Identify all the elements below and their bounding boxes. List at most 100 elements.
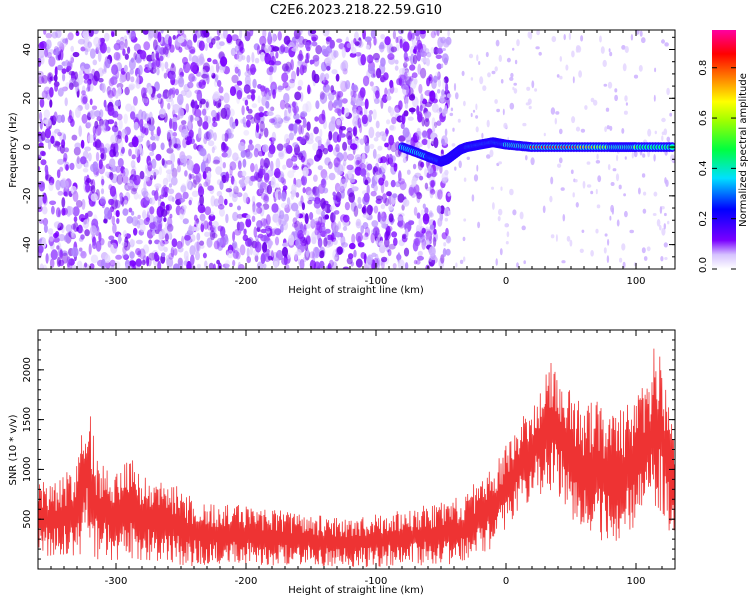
spectrogram-cell [305,132,310,141]
spectrogram-cell [371,183,375,189]
spectrogram-cell [141,211,147,218]
spectrogram-cell [595,228,599,234]
spectrogram-cell [419,104,423,112]
spectrogram-cell [266,228,271,234]
spectrogram-cell [323,237,328,247]
spectrogram-cell [155,50,159,59]
spectrogram-cell [206,115,212,124]
spectrogram-cell [444,217,448,222]
spectrogram-cell [246,119,251,128]
spectrogram-cell [287,170,295,179]
spectrogram-cell [84,48,89,56]
spectrogram-cell [159,194,165,199]
spectrogram-cell [90,193,98,202]
spectrogram-cell [653,191,658,197]
spectrogram-cell [223,132,229,142]
spectrogram-cell [368,126,375,139]
spectrogram-cell [149,222,156,230]
spectrogram-cell [188,114,194,122]
spectrogram-cell [68,82,74,90]
spectrogram-cell [117,233,122,245]
spectrogram-cell [352,116,360,128]
spectrogram-cell [242,158,247,168]
spectrogram-cell [232,259,236,267]
spectrogram-cell [612,168,617,172]
spectrogram-cell [80,156,87,165]
spectrogram-cell [400,152,408,158]
spectrogram-cell [313,200,321,209]
spectrogram-cell [266,184,273,195]
spectrogram-cell [382,94,388,104]
spectrogram-cell [127,46,131,54]
spectrogram-cell [438,107,442,113]
spectrogram-cell [286,107,293,118]
spectrogram-cell [359,163,366,170]
spectrogram-cell [81,90,86,96]
spectrogram-cell [440,254,445,264]
spectrogram-cell [328,259,334,268]
spectrogram-cell [238,179,245,186]
spectrogram-cell [165,160,173,165]
spectrogram-cell [56,114,63,124]
spectrogram-cell [372,226,380,237]
spectrogram-cell [192,33,198,43]
spectrogram-cell [375,131,381,138]
spectrogram-cell [255,122,260,133]
spectrogram-cell [272,89,276,99]
spectrogram-cell [663,223,666,230]
spectrogram-cell [324,63,332,71]
spectrogram-cell [71,264,77,269]
spectrogram-cell [380,131,387,142]
spectrogram-cell [357,242,365,248]
spectrogram-cell [478,61,481,65]
spectrogram-cell [133,121,139,131]
spectrogram-cell [88,243,92,255]
spectrogram-cell [283,143,290,149]
spectrogram-cell [402,157,407,164]
spectrogram-cell [78,125,82,137]
spectrogram-cell [418,161,422,167]
spectrogram-cell [263,157,270,169]
spectrogram-cell [301,202,305,211]
spectrogram-cell [130,188,137,195]
spectrogram-cell [162,239,169,245]
spectrogram-cell [194,100,198,110]
spectrogram-cell [421,236,428,246]
spectrogram-cell [342,214,350,223]
spectrogram-cell [87,210,93,217]
spectrogram-cell [160,98,164,109]
spectrogram-cell [161,62,165,72]
spectrogram-cell [291,202,299,212]
spectrogram-cell [216,111,221,122]
spectrogram-cell [259,52,266,62]
spectrogram-cell [208,262,214,269]
spectrogram-cell [359,138,365,145]
spectrogram-cell [64,180,69,189]
spectrogram-cell [443,207,450,217]
spectrogram-cell [416,127,421,136]
spectrogram-cell [169,44,175,53]
spectrogram-cell [642,153,646,158]
spectrogram-cell [184,170,188,177]
spectrogram-cell [313,261,321,269]
spectrogram-cell [236,80,243,86]
spectrogram-cell [305,41,310,50]
spectrogram-cell [177,260,184,269]
spectrogram-cell [98,77,104,83]
spectrogram-cell [53,221,62,229]
spectrogram-cell [39,111,43,121]
spectrogram-cell [299,137,306,145]
spectrogram-cell [78,227,84,233]
spectrogram-cell [570,169,574,175]
spectrogram-cell [150,129,154,137]
spectrogram-cell [653,154,656,162]
spectrogram-cell [151,230,156,236]
spectrogram-cell [555,111,560,115]
spectrogram-cell [92,241,97,250]
spectrogram-cell [142,98,149,104]
spectrogram-cell [324,214,329,220]
spectrogram-cell [209,65,215,76]
spectrogram-cell [51,205,55,215]
spectrogram-cell [375,68,382,79]
spectrogram-cell [364,179,369,186]
